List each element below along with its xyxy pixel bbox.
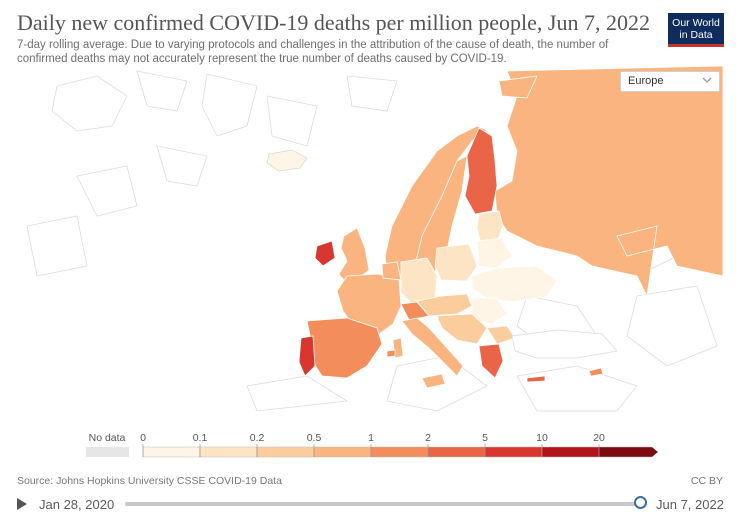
color-legend: No data 0 0.1 0.2 0.5 1 2 5 10 20 bbox=[86, 432, 659, 458]
legend-no-data-swatch bbox=[86, 447, 129, 457]
region-cyprus[interactable] bbox=[588, 367, 604, 377]
region-sicily[interactable] bbox=[421, 373, 446, 389]
region-balkans[interactable] bbox=[436, 313, 488, 345]
logo-line-1: Our World bbox=[672, 17, 720, 29]
legend-tick-label: 0.1 bbox=[193, 432, 208, 444]
chevron-down-icon bbox=[702, 77, 712, 83]
legend-bin-6[interactable] bbox=[484, 446, 543, 458]
region-italy[interactable] bbox=[401, 317, 464, 377]
timeline-track[interactable] bbox=[125, 502, 640, 506]
legend-tick-label: 0.5 bbox=[307, 432, 322, 444]
legend-bins: 0 0.1 0.2 0.5 1 2 5 10 20 bbox=[140, 432, 659, 458]
region-crete[interactable] bbox=[526, 375, 546, 383]
region-greece[interactable] bbox=[478, 343, 504, 379]
legend-no-data-label: No data bbox=[89, 432, 126, 444]
timeline-end-date[interactable]: Jun 7, 2022 bbox=[656, 497, 724, 512]
europe-map bbox=[26, 66, 723, 412]
region-spain[interactable] bbox=[306, 317, 383, 379]
legend-bin-8[interactable] bbox=[598, 446, 659, 458]
legend-bin-1[interactable] bbox=[199, 446, 258, 458]
legend-bin-3[interactable] bbox=[313, 446, 372, 458]
map-area bbox=[17, 66, 723, 416]
region-poland[interactable] bbox=[434, 243, 478, 282]
legend-tick-label: 0 bbox=[140, 432, 146, 444]
legend-tick-label: 1 bbox=[368, 432, 374, 444]
legend-bin-7[interactable] bbox=[541, 446, 600, 458]
legend-bin-2[interactable] bbox=[256, 446, 315, 458]
region-russia-north[interactable] bbox=[498, 75, 538, 99]
logo-line-2: in Data bbox=[679, 29, 713, 41]
region-belarus[interactable] bbox=[476, 237, 513, 269]
region-iceland[interactable] bbox=[266, 149, 308, 172]
license-label[interactable]: CC BY bbox=[690, 475, 723, 487]
legend-tick-label: 10 bbox=[536, 432, 548, 444]
legend-tick-label: 5 bbox=[482, 432, 488, 444]
region-portugal[interactable] bbox=[298, 335, 316, 377]
region-russia[interactable] bbox=[494, 66, 723, 298]
timeline-start-date[interactable]: Jan 28, 2020 bbox=[39, 497, 115, 512]
legend-tick-label: 2 bbox=[425, 432, 431, 444]
legend-tick-label: 0.2 bbox=[250, 432, 265, 444]
chart-title: Daily new confirmed COVID-19 deaths per … bbox=[17, 10, 650, 35]
region-select-value: Europe bbox=[628, 75, 664, 87]
timeline-handle[interactable] bbox=[634, 496, 647, 509]
region-ireland[interactable] bbox=[314, 240, 336, 267]
region-alpine[interactable] bbox=[400, 301, 430, 321]
chart-subtitle: 7-day rolling average. Due to varying pr… bbox=[17, 39, 609, 65]
legend-bin-4[interactable] bbox=[370, 446, 429, 458]
region-select[interactable]: Europe bbox=[620, 71, 720, 92]
legend-bin-0[interactable] bbox=[142, 446, 201, 458]
region-balearic[interactable] bbox=[386, 349, 396, 358]
region-bulgaria[interactable] bbox=[486, 325, 516, 345]
region-finland[interactable] bbox=[464, 127, 498, 215]
owid-logo[interactable]: Our World in Data bbox=[668, 13, 724, 47]
legend-bin-5[interactable] bbox=[427, 446, 486, 458]
source-note[interactable]: Source: Johns Hopkins University CSSE CO… bbox=[17, 475, 282, 487]
region-turkey[interactable] bbox=[511, 329, 618, 359]
region-ukraine[interactable] bbox=[471, 265, 558, 303]
legend-tick-label: 20 bbox=[593, 432, 605, 444]
play-icon[interactable] bbox=[16, 497, 28, 511]
